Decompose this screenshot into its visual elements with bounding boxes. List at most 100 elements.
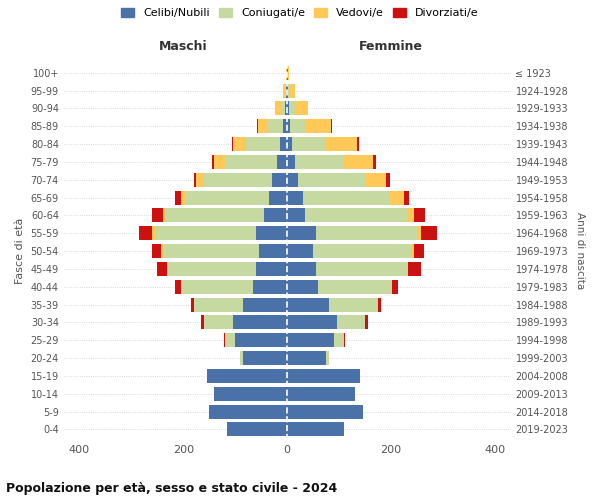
Bar — [287, 120, 290, 133]
Bar — [152, 226, 155, 240]
Bar — [288, 84, 290, 98]
Bar — [298, 173, 365, 186]
Bar — [286, 84, 287, 98]
Bar — [212, 155, 214, 169]
Bar — [139, 226, 152, 240]
Bar — [287, 334, 334, 347]
Bar — [202, 316, 204, 330]
Bar — [319, 280, 391, 293]
Bar — [290, 84, 295, 98]
Bar — [287, 102, 289, 116]
Bar — [264, 208, 287, 222]
Bar — [290, 120, 305, 133]
Bar — [373, 155, 376, 169]
Bar — [275, 102, 281, 116]
Bar — [292, 137, 326, 151]
Text: Femmine: Femmine — [359, 40, 423, 53]
Bar — [165, 208, 264, 222]
Bar — [224, 334, 225, 347]
Bar — [269, 190, 287, 204]
Bar — [326, 351, 329, 365]
Bar — [378, 298, 381, 312]
Bar — [305, 120, 331, 133]
Bar — [287, 190, 303, 204]
Bar — [167, 262, 256, 276]
Bar — [256, 262, 287, 276]
Bar — [196, 173, 204, 186]
Bar — [181, 280, 253, 293]
Bar — [412, 244, 414, 258]
Bar — [421, 226, 437, 240]
Bar — [365, 316, 368, 330]
Bar — [253, 280, 287, 293]
Bar — [233, 316, 287, 330]
Bar — [152, 244, 161, 258]
Bar — [415, 208, 425, 222]
Bar — [329, 298, 378, 312]
Bar — [358, 137, 359, 151]
Bar — [280, 137, 287, 151]
Bar — [389, 190, 404, 204]
Bar — [155, 226, 256, 240]
Bar — [277, 155, 287, 169]
Bar — [204, 316, 233, 330]
Bar — [268, 120, 283, 133]
Bar — [163, 208, 165, 222]
Bar — [287, 262, 316, 276]
Bar — [175, 190, 181, 204]
Text: Maschi: Maschi — [159, 40, 208, 53]
Y-axis label: Anni di nascita: Anni di nascita — [575, 212, 585, 290]
Bar — [225, 155, 277, 169]
Bar — [287, 316, 337, 330]
Bar — [243, 351, 287, 365]
Bar — [331, 120, 332, 133]
Bar — [289, 102, 295, 116]
Bar — [175, 280, 181, 293]
Bar — [206, 369, 287, 383]
Bar — [256, 226, 287, 240]
Bar — [344, 334, 346, 347]
Bar — [246, 137, 280, 151]
Bar — [287, 298, 329, 312]
Bar — [414, 244, 424, 258]
Bar — [417, 226, 421, 240]
Bar — [194, 298, 243, 312]
Bar — [157, 262, 167, 276]
Bar — [204, 173, 272, 186]
Bar — [287, 84, 288, 98]
Bar — [243, 298, 287, 312]
Bar — [152, 208, 163, 222]
Bar — [163, 244, 259, 258]
Bar — [225, 334, 235, 347]
Bar — [161, 244, 163, 258]
Bar — [287, 351, 326, 365]
Bar — [288, 66, 289, 80]
Bar — [233, 137, 246, 151]
Bar — [287, 280, 319, 293]
Bar — [408, 262, 421, 276]
Bar — [287, 369, 360, 383]
Bar — [295, 102, 308, 116]
Bar — [404, 190, 409, 204]
Bar — [287, 404, 362, 418]
Bar — [287, 173, 298, 186]
Bar — [241, 351, 243, 365]
Bar — [181, 190, 186, 204]
Bar — [287, 155, 295, 169]
Bar — [303, 190, 389, 204]
Bar — [287, 244, 313, 258]
Bar — [295, 155, 344, 169]
Bar — [258, 120, 268, 133]
Bar — [285, 102, 287, 116]
Text: Popolazione per età, sesso e stato civile - 2024: Popolazione per età, sesso e stato civil… — [6, 482, 337, 495]
Bar — [214, 155, 225, 169]
Bar — [287, 208, 305, 222]
Bar — [281, 102, 285, 116]
Bar — [191, 298, 194, 312]
Bar — [287, 137, 292, 151]
Legend: Celibi/Nubili, Coniugati/e, Vedovi/e, Divorziati/e: Celibi/Nubili, Coniugati/e, Vedovi/e, Di… — [119, 6, 481, 20]
Bar — [326, 137, 358, 151]
Bar — [392, 280, 398, 293]
Bar — [334, 334, 344, 347]
Bar — [316, 262, 407, 276]
